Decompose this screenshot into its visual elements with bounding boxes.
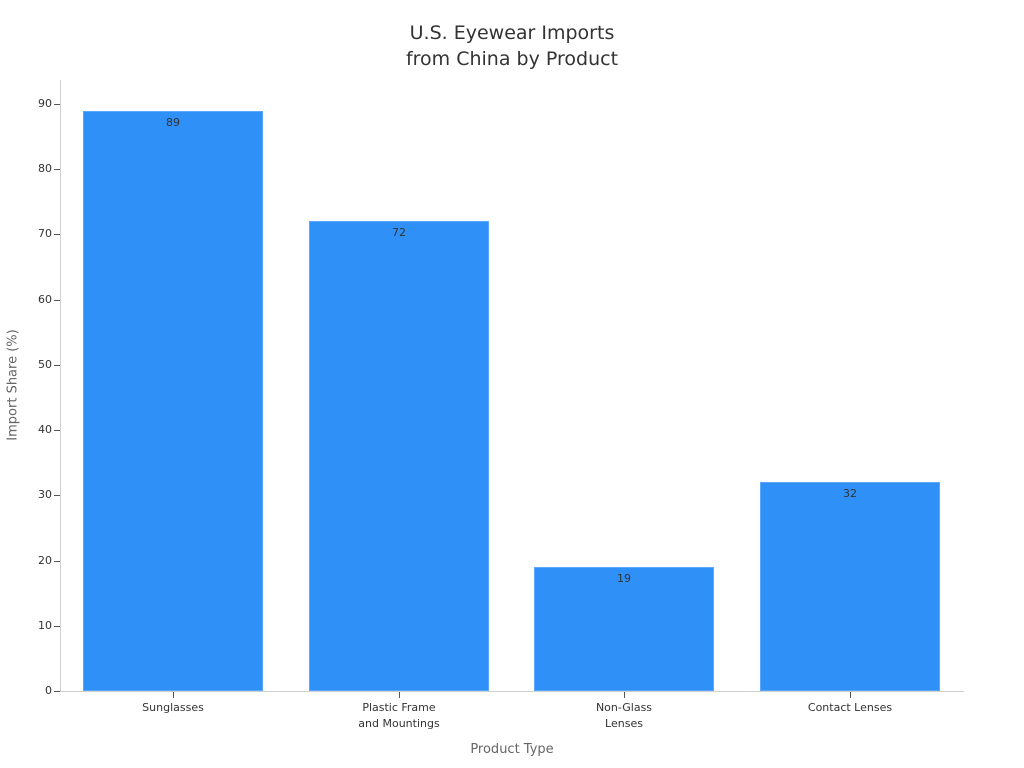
- chart-title: U.S. Eyewear Imports from China by Produ…: [0, 20, 1024, 72]
- x-tick: [850, 692, 851, 698]
- y-tick: [54, 104, 60, 105]
- y-tick: [54, 691, 60, 692]
- y-tick: [54, 430, 60, 431]
- chart-title-line-1: U.S. Eyewear Imports: [409, 22, 615, 44]
- bar-contact-lenses: 32: [760, 482, 940, 691]
- y-tick-label: 80: [38, 162, 52, 175]
- y-tick-label: 40: [38, 423, 52, 436]
- x-tick: [173, 692, 174, 698]
- y-tick-label: 10: [38, 619, 52, 632]
- x-tick-label: Contact Lenses: [750, 700, 950, 716]
- x-axis-line: [60, 691, 964, 692]
- x-tick-label-line: Non-Glass: [595, 701, 653, 714]
- y-tick: [54, 234, 60, 235]
- x-tick-label-line: and Mountings: [358, 717, 440, 730]
- x-tick: [399, 692, 400, 698]
- y-axis-line: [60, 80, 61, 692]
- x-axis-label: Product Type: [470, 742, 554, 757]
- chart-title-line-2: from China by Product: [405, 48, 619, 70]
- y-tick: [54, 626, 60, 627]
- bar-value-label: 72: [392, 226, 406, 239]
- y-tick-label: 50: [38, 358, 52, 371]
- bar-value-label: 89: [166, 116, 180, 129]
- y-tick: [54, 561, 60, 562]
- x-tick: [624, 692, 625, 698]
- y-tick-label: 90: [38, 97, 52, 110]
- bar-value-label: 19: [617, 572, 631, 585]
- bar-value-label: 32: [843, 487, 857, 500]
- y-tick-label: 70: [38, 227, 52, 240]
- bar-non-glass-lenses: 19: [534, 567, 714, 691]
- x-tick-label: Sunglasses: [73, 700, 273, 716]
- y-tick-label: 60: [38, 293, 52, 306]
- y-tick-label: 30: [38, 488, 52, 501]
- x-tick-label-line: Plastic Frame: [362, 701, 436, 714]
- y-tick: [54, 300, 60, 301]
- y-tick: [54, 169, 60, 170]
- x-tick-label: Plastic Frame and Mountings: [299, 700, 499, 732]
- bar-sunglasses: 89: [83, 111, 263, 691]
- y-axis-label: Import Share (%): [5, 329, 21, 441]
- bar-plastic-frame-and-mountings: 72: [309, 221, 489, 691]
- x-tick-label-line: Sunglasses: [142, 701, 204, 714]
- x-tick-label: Non-Glass Lenses: [524, 700, 724, 732]
- x-tick-label-line: Lenses: [605, 717, 643, 730]
- x-tick-label-line: Contact Lenses: [807, 701, 893, 714]
- y-tick: [54, 495, 60, 496]
- y-tick: [54, 365, 60, 366]
- y-tick-label: 20: [38, 554, 52, 567]
- y-tick-label: 0: [45, 684, 52, 697]
